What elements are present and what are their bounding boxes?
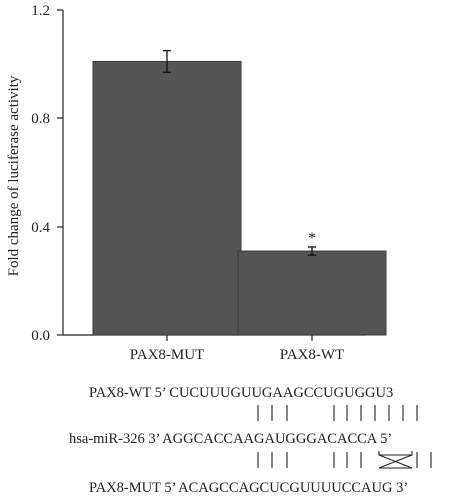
error-bar-pax8-wt: [308, 246, 316, 256]
bar-pax8-mut: [92, 60, 242, 336]
x-tick-label-pax8-wt: PAX8-WT: [280, 347, 344, 363]
pairing-marks-bottom: [257, 452, 432, 468]
sequence-alignment: PAX8-WT 5’ CUCUUUGUUGAAGCCUGUGGU3 hsa-mi…: [69, 385, 432, 496]
hsa-mir-326-sequence: hsa-miR-326 3’ AGGCACCAAGAUGGGACACCA 5’: [69, 431, 392, 447]
significance-marker: *: [308, 230, 316, 247]
y-tick-label-1: 0.4: [31, 220, 50, 236]
x-tick-label-pax8-mut: PAX8-MUT: [130, 347, 204, 363]
y-tick-label-2: 0.8: [31, 111, 50, 127]
y-tick-label-3: 1.2: [31, 3, 50, 19]
mismatch-cross-line-2: [378, 454, 413, 469]
mismatch-cross-bracket: [378, 451, 413, 456]
bar-pax8-wt: [237, 250, 387, 336]
pax8-mut-sequence: PAX8-MUT 5’ ACAGCCAGCUCGUUUUCCAUG 3’: [89, 480, 408, 496]
y-ticks: 0.0 0.4 0.8 1.2: [31, 3, 63, 344]
pax8-wt-sequence: PAX8-WT 5’ CUCUUUGUUGAAGCCUGUGGU3: [89, 385, 393, 401]
y-tick-label-0: 0.0: [31, 328, 50, 344]
mismatch-cross: [378, 451, 413, 469]
error-bar-pax8-mut: [163, 49, 171, 73]
pairing-marks-top: [257, 405, 418, 421]
y-axis-title: Fold change of luciferase activity: [6, 75, 22, 276]
